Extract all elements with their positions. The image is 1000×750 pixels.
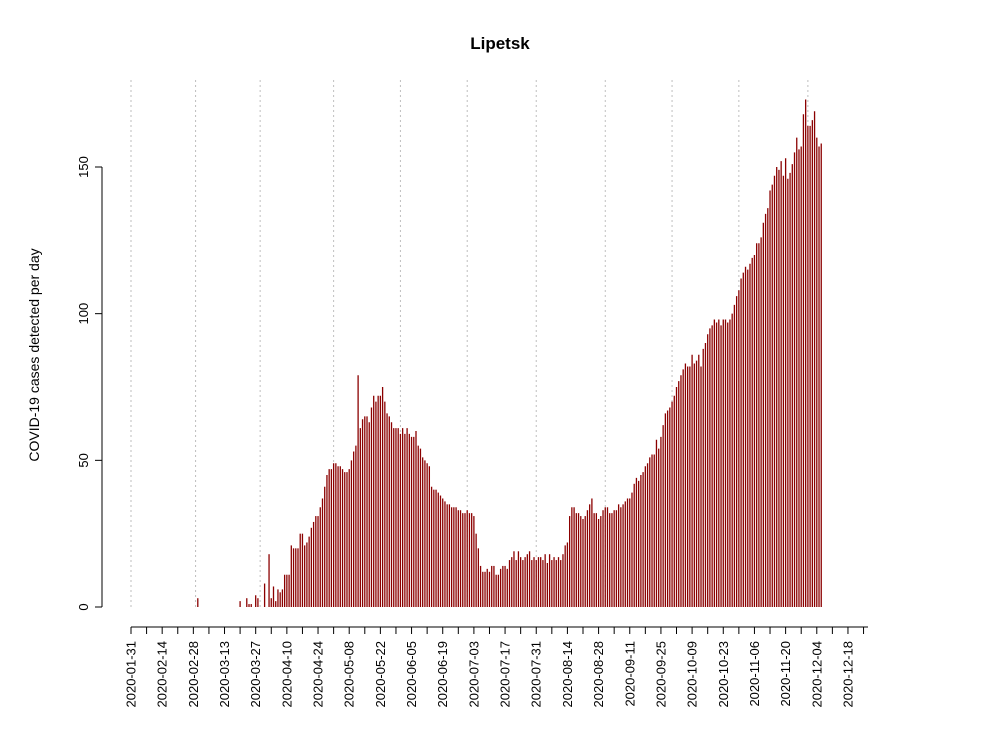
x-tick-label: 2020-09-25 [653,641,668,708]
x-tick-label: 2020-07-17 [498,641,513,708]
y-axis: 0 50 100 150 [76,156,103,611]
x-tick-label: 2020-06-05 [404,641,419,708]
chart-title: Lipetsk [470,34,530,53]
x-tick-label: 2020-04-10 [279,641,294,708]
x-tick-label: 2020-08-14 [560,641,575,708]
x-tick-label: 2020-11-20 [778,641,793,707]
x-tick-label: 2020-02-14 [155,641,170,708]
bars [197,99,822,607]
x-tick-label: 2020-05-22 [373,641,388,708]
y-tick-label: 0 [76,603,91,610]
x-tick-label: 2020-04-24 [311,641,326,708]
x-tick-label: 2020-10-09 [685,641,700,708]
x-tick-label: 2020-12-04 [809,641,824,708]
x-tick-label: 2020-08-28 [591,641,606,708]
x-tick-label: 2020-02-28 [186,641,201,708]
x-tick-label: 2020-09-11 [622,641,637,707]
y-tick-label: 50 [76,453,91,467]
x-tick-label: 2020-03-27 [248,641,263,708]
y-axis-label: COVID-19 cases detected per day [26,248,42,461]
x-tick-label: 2020-05-08 [342,641,357,708]
x-tick-label: 2020-10-23 [716,641,731,708]
x-tick-label: 2020-01-31 [124,641,139,708]
x-tick-label: 2020-11-06 [747,641,762,707]
y-tick-label: 150 [76,156,91,178]
x-tick-label: 2020-07-03 [466,641,481,708]
x-tick-label: 2020-07-31 [529,641,544,708]
x-tick-label: 2020-12-18 [840,641,855,708]
x-tick-label: 2020-03-13 [217,641,232,708]
x-axis: 2020-01-31 2020-02-14 2020-02-28 2020-03-13… [124,626,868,708]
y-tick-label: 100 [76,303,91,325]
x-tick-label: 2020-06-19 [435,641,450,708]
